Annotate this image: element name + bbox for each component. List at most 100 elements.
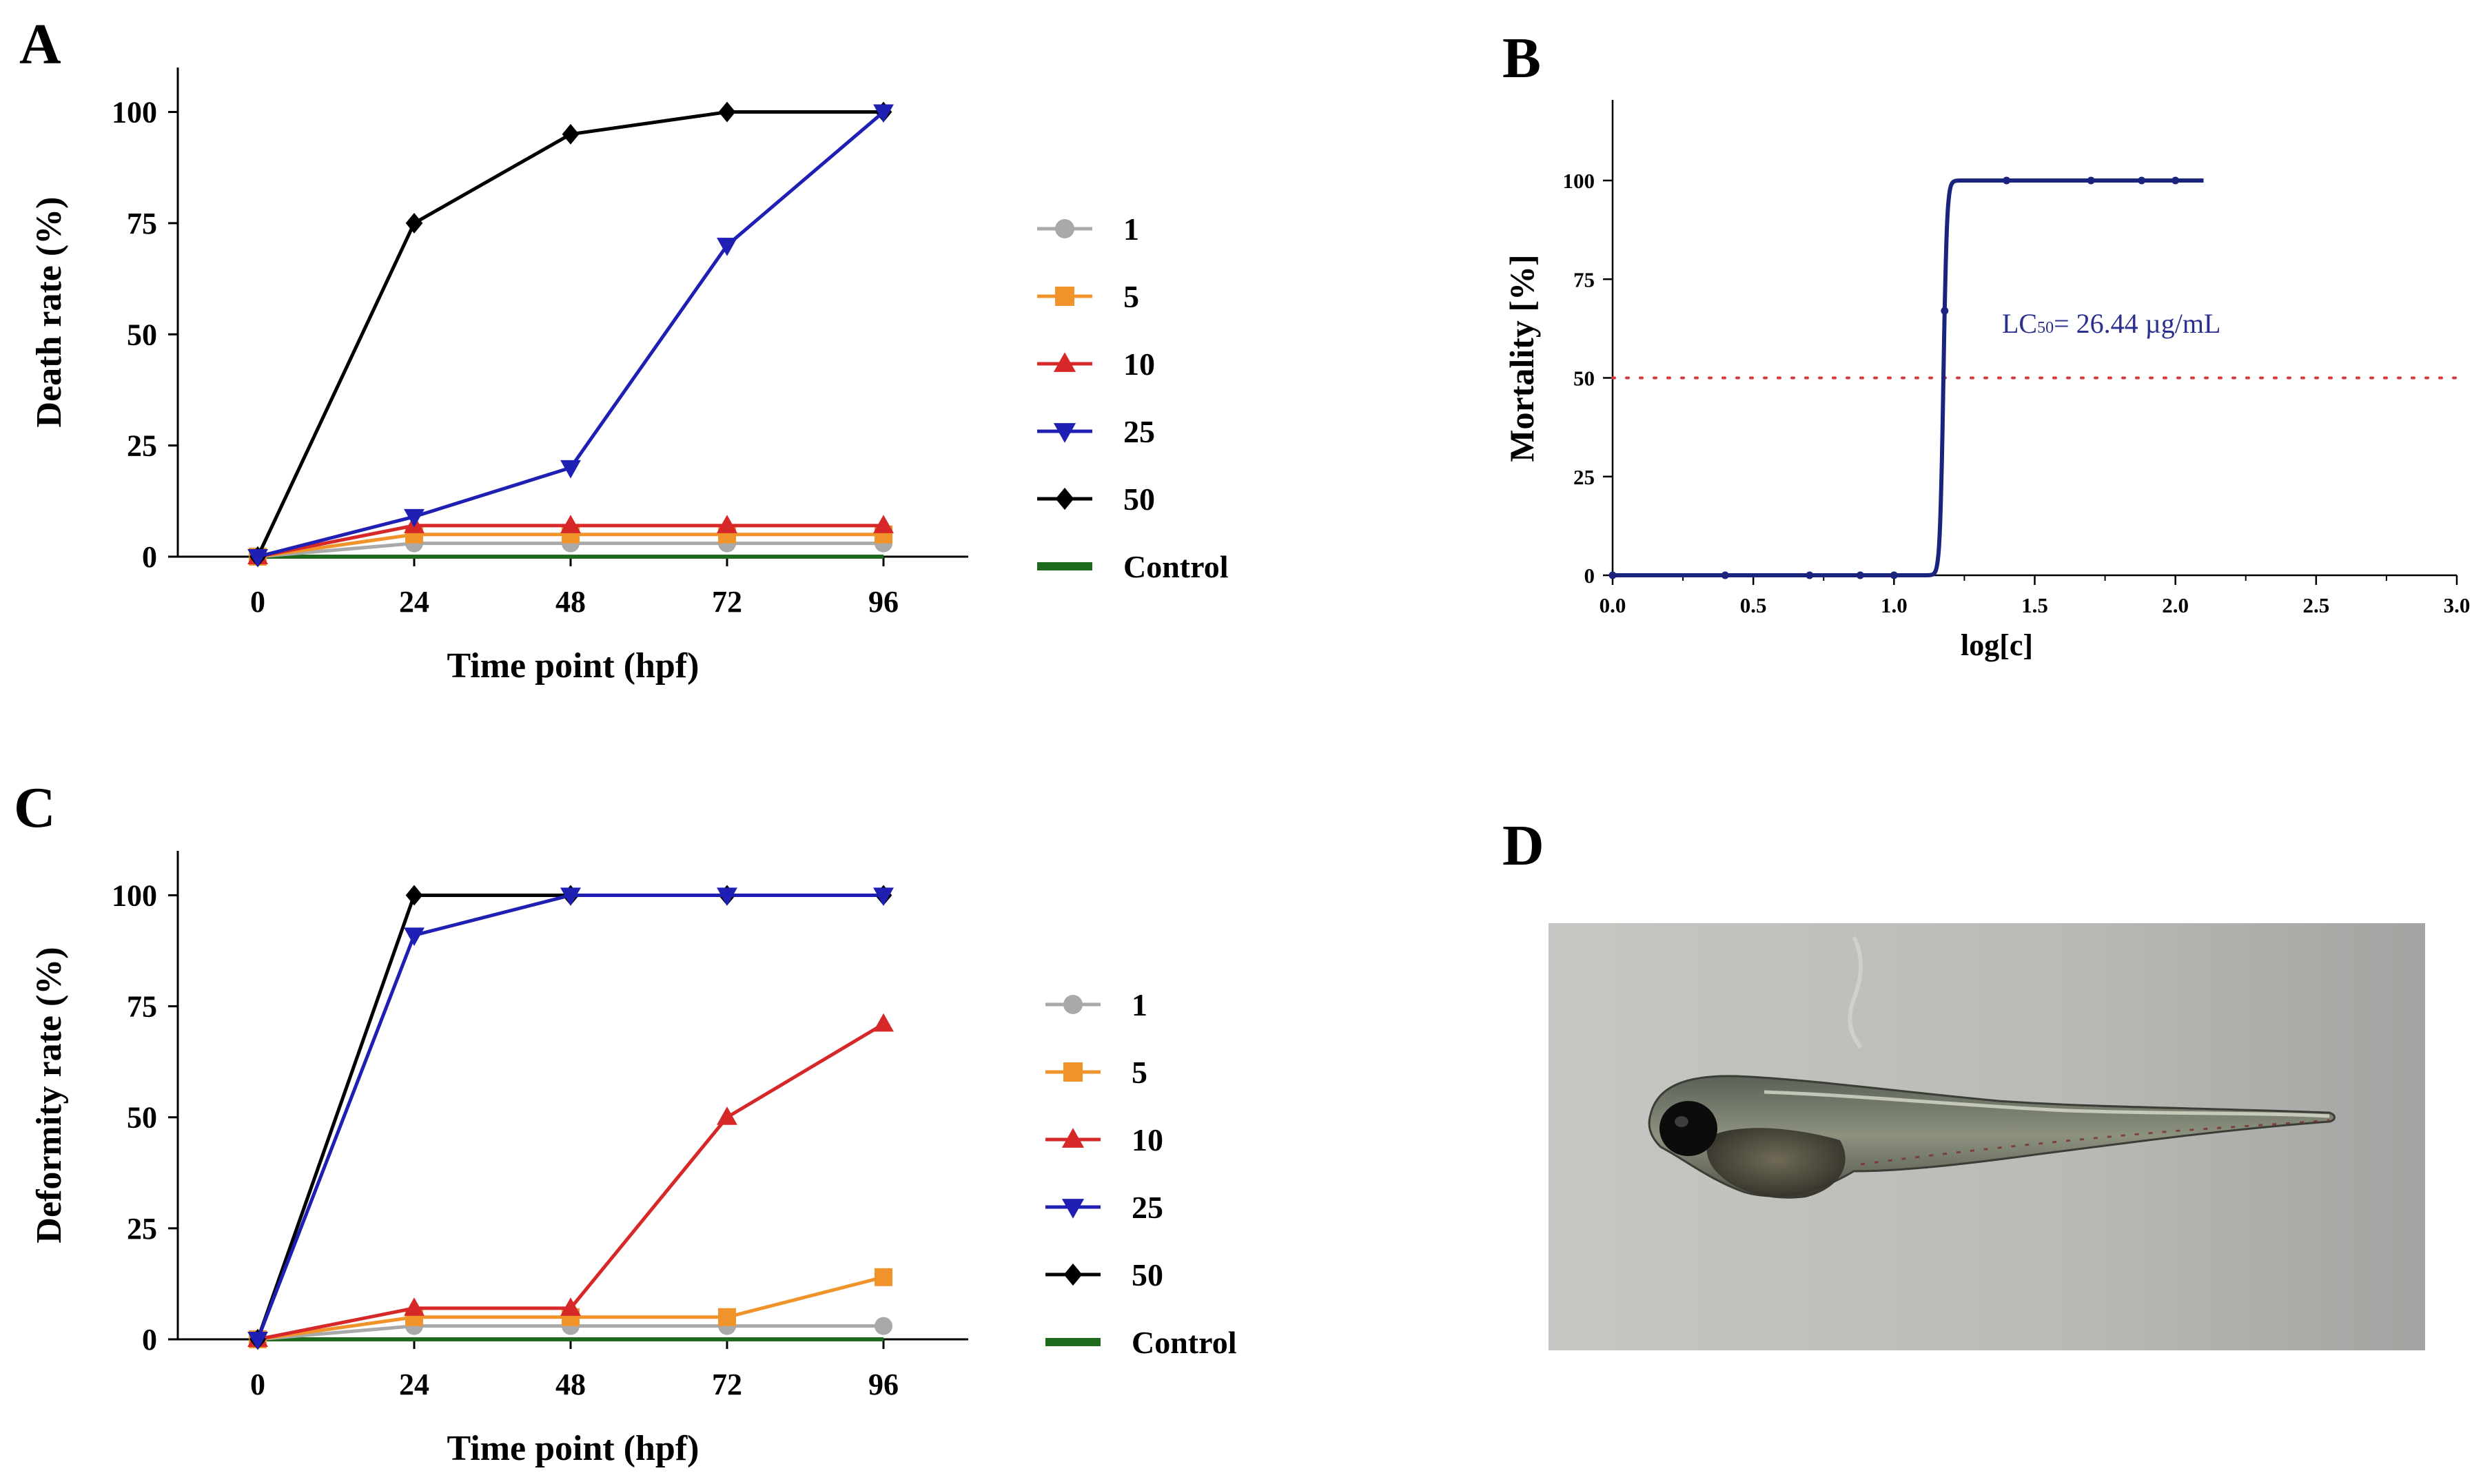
series-line-c-50 xyxy=(256,893,883,1340)
data-point-c-5 xyxy=(718,1308,736,1326)
lc50-annotation-suffix: = 26.44 µg/mL xyxy=(2054,308,2220,339)
x-tick-label-b: 1.5 xyxy=(2021,593,2048,617)
x-axis-title-a: Time point (hpf) xyxy=(447,646,699,686)
y-tick-label-c: 75 xyxy=(127,990,157,1024)
y-tick-label-b: 0 xyxy=(1584,564,1595,588)
panel-label-a: A xyxy=(19,12,61,76)
legend-label-c: 10 xyxy=(1132,1122,1163,1157)
data-point-b xyxy=(2003,176,2011,185)
legend-swatch-marker-c xyxy=(1063,1263,1083,1286)
data-point-c-25 xyxy=(560,887,581,907)
y-axis-title-a: Death rate (%) xyxy=(30,197,69,428)
data-point-c-25 xyxy=(873,887,894,907)
data-point-a-25 xyxy=(247,548,268,568)
x-tick-label-b: 2.5 xyxy=(2302,593,2329,617)
legend-swatch-marker-a xyxy=(1055,219,1074,238)
x-tick-label-c: 96 xyxy=(868,1368,899,1401)
x-tick-label-c: 72 xyxy=(712,1368,742,1401)
panel-label-c: C xyxy=(14,776,56,840)
data-point-b xyxy=(1806,571,1814,579)
panel-label-d: D xyxy=(1502,814,1544,878)
legend-label-a: 5 xyxy=(1123,279,1139,314)
legend-label-c: 25 xyxy=(1132,1190,1163,1225)
series-line-a-50 xyxy=(256,110,883,558)
series-line-c-25 xyxy=(256,893,883,1340)
data-point-b xyxy=(1856,571,1864,579)
x-tick-label-a: 72 xyxy=(712,585,742,619)
data-point-c-1 xyxy=(875,1317,892,1335)
data-point-c-10 xyxy=(873,1013,894,1032)
x-tick-label-a: 96 xyxy=(868,585,899,619)
x-tick-label-c: 48 xyxy=(555,1368,586,1401)
data-point-a-25 xyxy=(873,104,894,123)
data-point-b xyxy=(2087,176,2095,185)
data-point-c-10 xyxy=(717,1106,737,1125)
chart-c: 0 25 50 75 100 0 24 48 72 96 Time point (hpf) Defor… xyxy=(30,851,968,1468)
x-tick-label-b: 0.5 xyxy=(1740,593,1767,617)
x-axis-title-b: log[c] xyxy=(1961,628,2033,662)
legend-label-a: 10 xyxy=(1123,347,1155,382)
data-point-a-50 xyxy=(562,123,580,145)
y-tick-label-b: 75 xyxy=(1573,267,1595,291)
x-tick-label-c: 0 xyxy=(250,1368,265,1401)
data-point-b xyxy=(2138,176,2146,185)
x-tick-label-a: 0 xyxy=(250,585,265,619)
x-tick-label-b: 0.0 xyxy=(1600,593,1626,617)
y-tick-label-b: 25 xyxy=(1573,465,1595,489)
y-tick-label-a: 100 xyxy=(112,96,157,130)
data-point-c-25 xyxy=(404,927,425,947)
y-tick-label-c: 25 xyxy=(127,1212,157,1246)
larva-notochord xyxy=(1764,1090,2330,1118)
x-tick-label-b: 2.0 xyxy=(2162,593,2189,617)
fitted-curve xyxy=(1611,178,2205,577)
legend-swatch-marker-c xyxy=(1063,995,1083,1014)
series-line-a-25 xyxy=(257,110,885,559)
x-tick-label-c: 24 xyxy=(399,1368,429,1401)
legend-a: 1 5 10 25 50 Control xyxy=(1037,212,1229,584)
y-tick-label-c: 0 xyxy=(142,1323,157,1357)
y-axis-title-c: Deformity rate (%) xyxy=(30,947,69,1243)
legend-label-c: 5 xyxy=(1132,1055,1147,1090)
photo-fin-shadow xyxy=(1848,936,1863,1049)
larva-eye xyxy=(1659,1101,1717,1156)
zebrafish-larva-photo xyxy=(1549,923,2425,1350)
legend-swatch-marker-a xyxy=(1055,287,1074,306)
y-axis-title-b: Mortality [%] xyxy=(1502,254,1541,462)
y-tick-label-c: 100 xyxy=(112,878,157,912)
y-tick-label-a: 0 xyxy=(142,540,157,574)
data-point-c-50 xyxy=(405,885,423,906)
data-point-a-50 xyxy=(718,101,736,123)
larva-eye-highlight xyxy=(1675,1116,1688,1127)
data-point-b xyxy=(1721,571,1729,579)
legend-swatch-marker-c xyxy=(1063,1062,1083,1082)
data-point-a-10 xyxy=(873,515,894,533)
larva-pigment xyxy=(1860,1119,2330,1166)
legend-swatch-marker-c xyxy=(1061,1128,1085,1148)
panel-label-b: B xyxy=(1502,26,1541,90)
legend-label-a: 50 xyxy=(1123,482,1155,517)
y-tick-label-b: 100 xyxy=(1563,169,1595,193)
data-point-c-10 xyxy=(404,1297,425,1316)
data-point-a-10 xyxy=(717,515,737,533)
legend-label-c: Control xyxy=(1132,1325,1237,1360)
data-point-c-10 xyxy=(560,1297,581,1316)
x-tick-label-b: 1.0 xyxy=(1881,593,1908,617)
data-point-c-25 xyxy=(717,887,737,907)
legend-swatch-marker-c xyxy=(1061,1199,1085,1219)
data-point-a-10 xyxy=(560,515,581,533)
legend-label-a: 1 xyxy=(1123,212,1139,247)
legend-label-a: 25 xyxy=(1123,414,1155,449)
y-tick-label-b: 50 xyxy=(1573,367,1595,391)
lc50-annotation: LC50= 26.44 µg/mL xyxy=(2002,308,2220,339)
data-point-b xyxy=(1890,571,1898,579)
data-point-b xyxy=(1608,571,1617,579)
lc50-annotation-prefix: LC xyxy=(2002,308,2037,339)
data-point-a-50 xyxy=(405,212,423,234)
legend-swatch-marker-a xyxy=(1053,352,1076,372)
x-axis-title-c: Time point (hpf) xyxy=(447,1429,699,1468)
data-point-c-25 xyxy=(247,1331,268,1350)
data-point-a-25 xyxy=(717,238,737,256)
legend-label-c: 1 xyxy=(1132,987,1147,1022)
